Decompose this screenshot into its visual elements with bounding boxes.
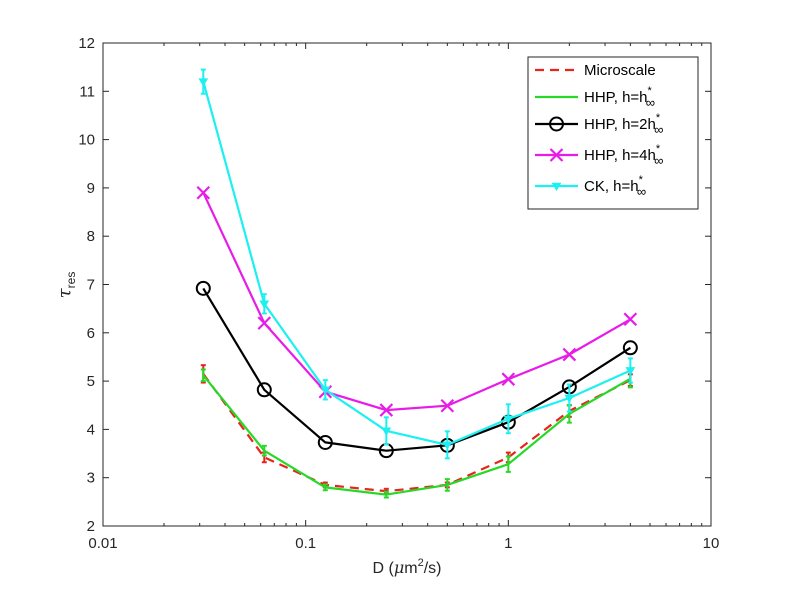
data-point (562, 347, 577, 362)
data-point (257, 316, 272, 330)
y-axis-label: τres (54, 272, 78, 299)
legend-label-sup: * (648, 85, 653, 97)
series-3 (196, 185, 638, 417)
error-bar (383, 490, 389, 499)
marker-stroke (549, 148, 564, 162)
series-line (202, 373, 631, 493)
legend-label: HHP, h=4h* ∞ (584, 143, 663, 168)
series-line (202, 81, 631, 446)
y-tick-label: 8 (87, 228, 95, 245)
error-bar (322, 483, 328, 492)
y-tick-label: 11 (79, 83, 95, 100)
data-point (196, 185, 211, 200)
marker-stroke (196, 185, 211, 200)
legend-entry: CK, h=h* ∞ (535, 174, 646, 199)
series-line (202, 287, 631, 452)
data-point (625, 367, 636, 376)
data-point (564, 394, 575, 403)
data-point (381, 427, 392, 436)
error-bar (261, 444, 267, 457)
legend-label-sub: ∞ (637, 184, 646, 199)
legend-label-sub: ∞ (646, 95, 655, 110)
y-tick-label: 4 (87, 421, 95, 438)
legend-label: HHP, h=h* ∞ (584, 85, 655, 110)
legend-label: HHP, h=2h* ∞ (584, 112, 663, 137)
marker-stroke (257, 316, 272, 330)
legend-label-sub: ∞ (654, 153, 663, 168)
legend-label-main: HHP, h=h (584, 89, 648, 106)
series-line (202, 374, 631, 496)
svg-text:τres: τres (54, 272, 78, 299)
data-point (320, 386, 331, 395)
data-point (503, 415, 514, 424)
y-tick-label: 5 (87, 373, 95, 390)
y-tick-label: 10 (78, 132, 95, 149)
x-tick-label: 0.01 (88, 535, 117, 552)
error-bar (505, 455, 511, 473)
legend-label: CK, h=h* ∞ (584, 174, 646, 199)
y-tick-label: 6 (87, 325, 95, 342)
data-point (198, 78, 209, 87)
ticks-layer: 2 3 4 5 6 7 8 9 10 11 12 0.01 0.1 1 10 (78, 35, 719, 552)
data-point (379, 403, 394, 417)
data-point (195, 280, 211, 296)
legend-marker (549, 148, 564, 162)
legend-label-main: HHP, h=4h (584, 147, 656, 164)
legend-label-main: HHP, h=2h (584, 116, 656, 133)
data-point (440, 398, 455, 413)
legend-marker (551, 182, 562, 191)
legend-label-sup: * (639, 174, 644, 186)
legend-label-main: CK, h=h (584, 178, 639, 195)
data-point (256, 382, 272, 398)
marker-stroke (562, 347, 577, 362)
data-point (442, 441, 453, 450)
data-point (317, 434, 333, 450)
error-bar (444, 478, 450, 492)
error-bar (200, 368, 206, 383)
series-4 (198, 68, 636, 460)
x-tick-label: 0.1 (295, 535, 316, 552)
legend-label-sup: * (656, 143, 661, 155)
legend-label: Microscale (584, 62, 656, 79)
x-tick-label: 1 (504, 535, 512, 552)
marker-stroke (623, 312, 638, 327)
legend-label-sup: * (656, 112, 661, 124)
x-tick-label: 10 (703, 535, 720, 552)
data-point (501, 372, 516, 386)
data-point (622, 340, 638, 356)
series-layer (195, 68, 638, 499)
marker-stroke (379, 403, 394, 417)
y-tick-label: 9 (87, 180, 95, 197)
legend-entry: Microscale (535, 62, 656, 79)
legend-entry: HHP, h=h* ∞ (535, 85, 655, 110)
marker-stroke (501, 372, 516, 386)
series-line (202, 192, 631, 412)
y-tick-label: 7 (87, 277, 95, 294)
legend-entry: HHP, h=2h* ∞ (535, 112, 663, 137)
data-point (623, 312, 638, 327)
data-point (259, 300, 270, 309)
marker-stroke (440, 398, 455, 413)
legend-entry: HHP, h=4h* ∞ (535, 143, 663, 168)
x-axis-label: D (μm2/s) (373, 557, 442, 577)
y-tick-label: 2 (87, 518, 95, 535)
legend-label-sub: ∞ (654, 122, 663, 137)
y-tick-label: 12 (78, 35, 95, 52)
y-tick-label: 3 (87, 470, 95, 487)
legend-marker (549, 116, 564, 132)
